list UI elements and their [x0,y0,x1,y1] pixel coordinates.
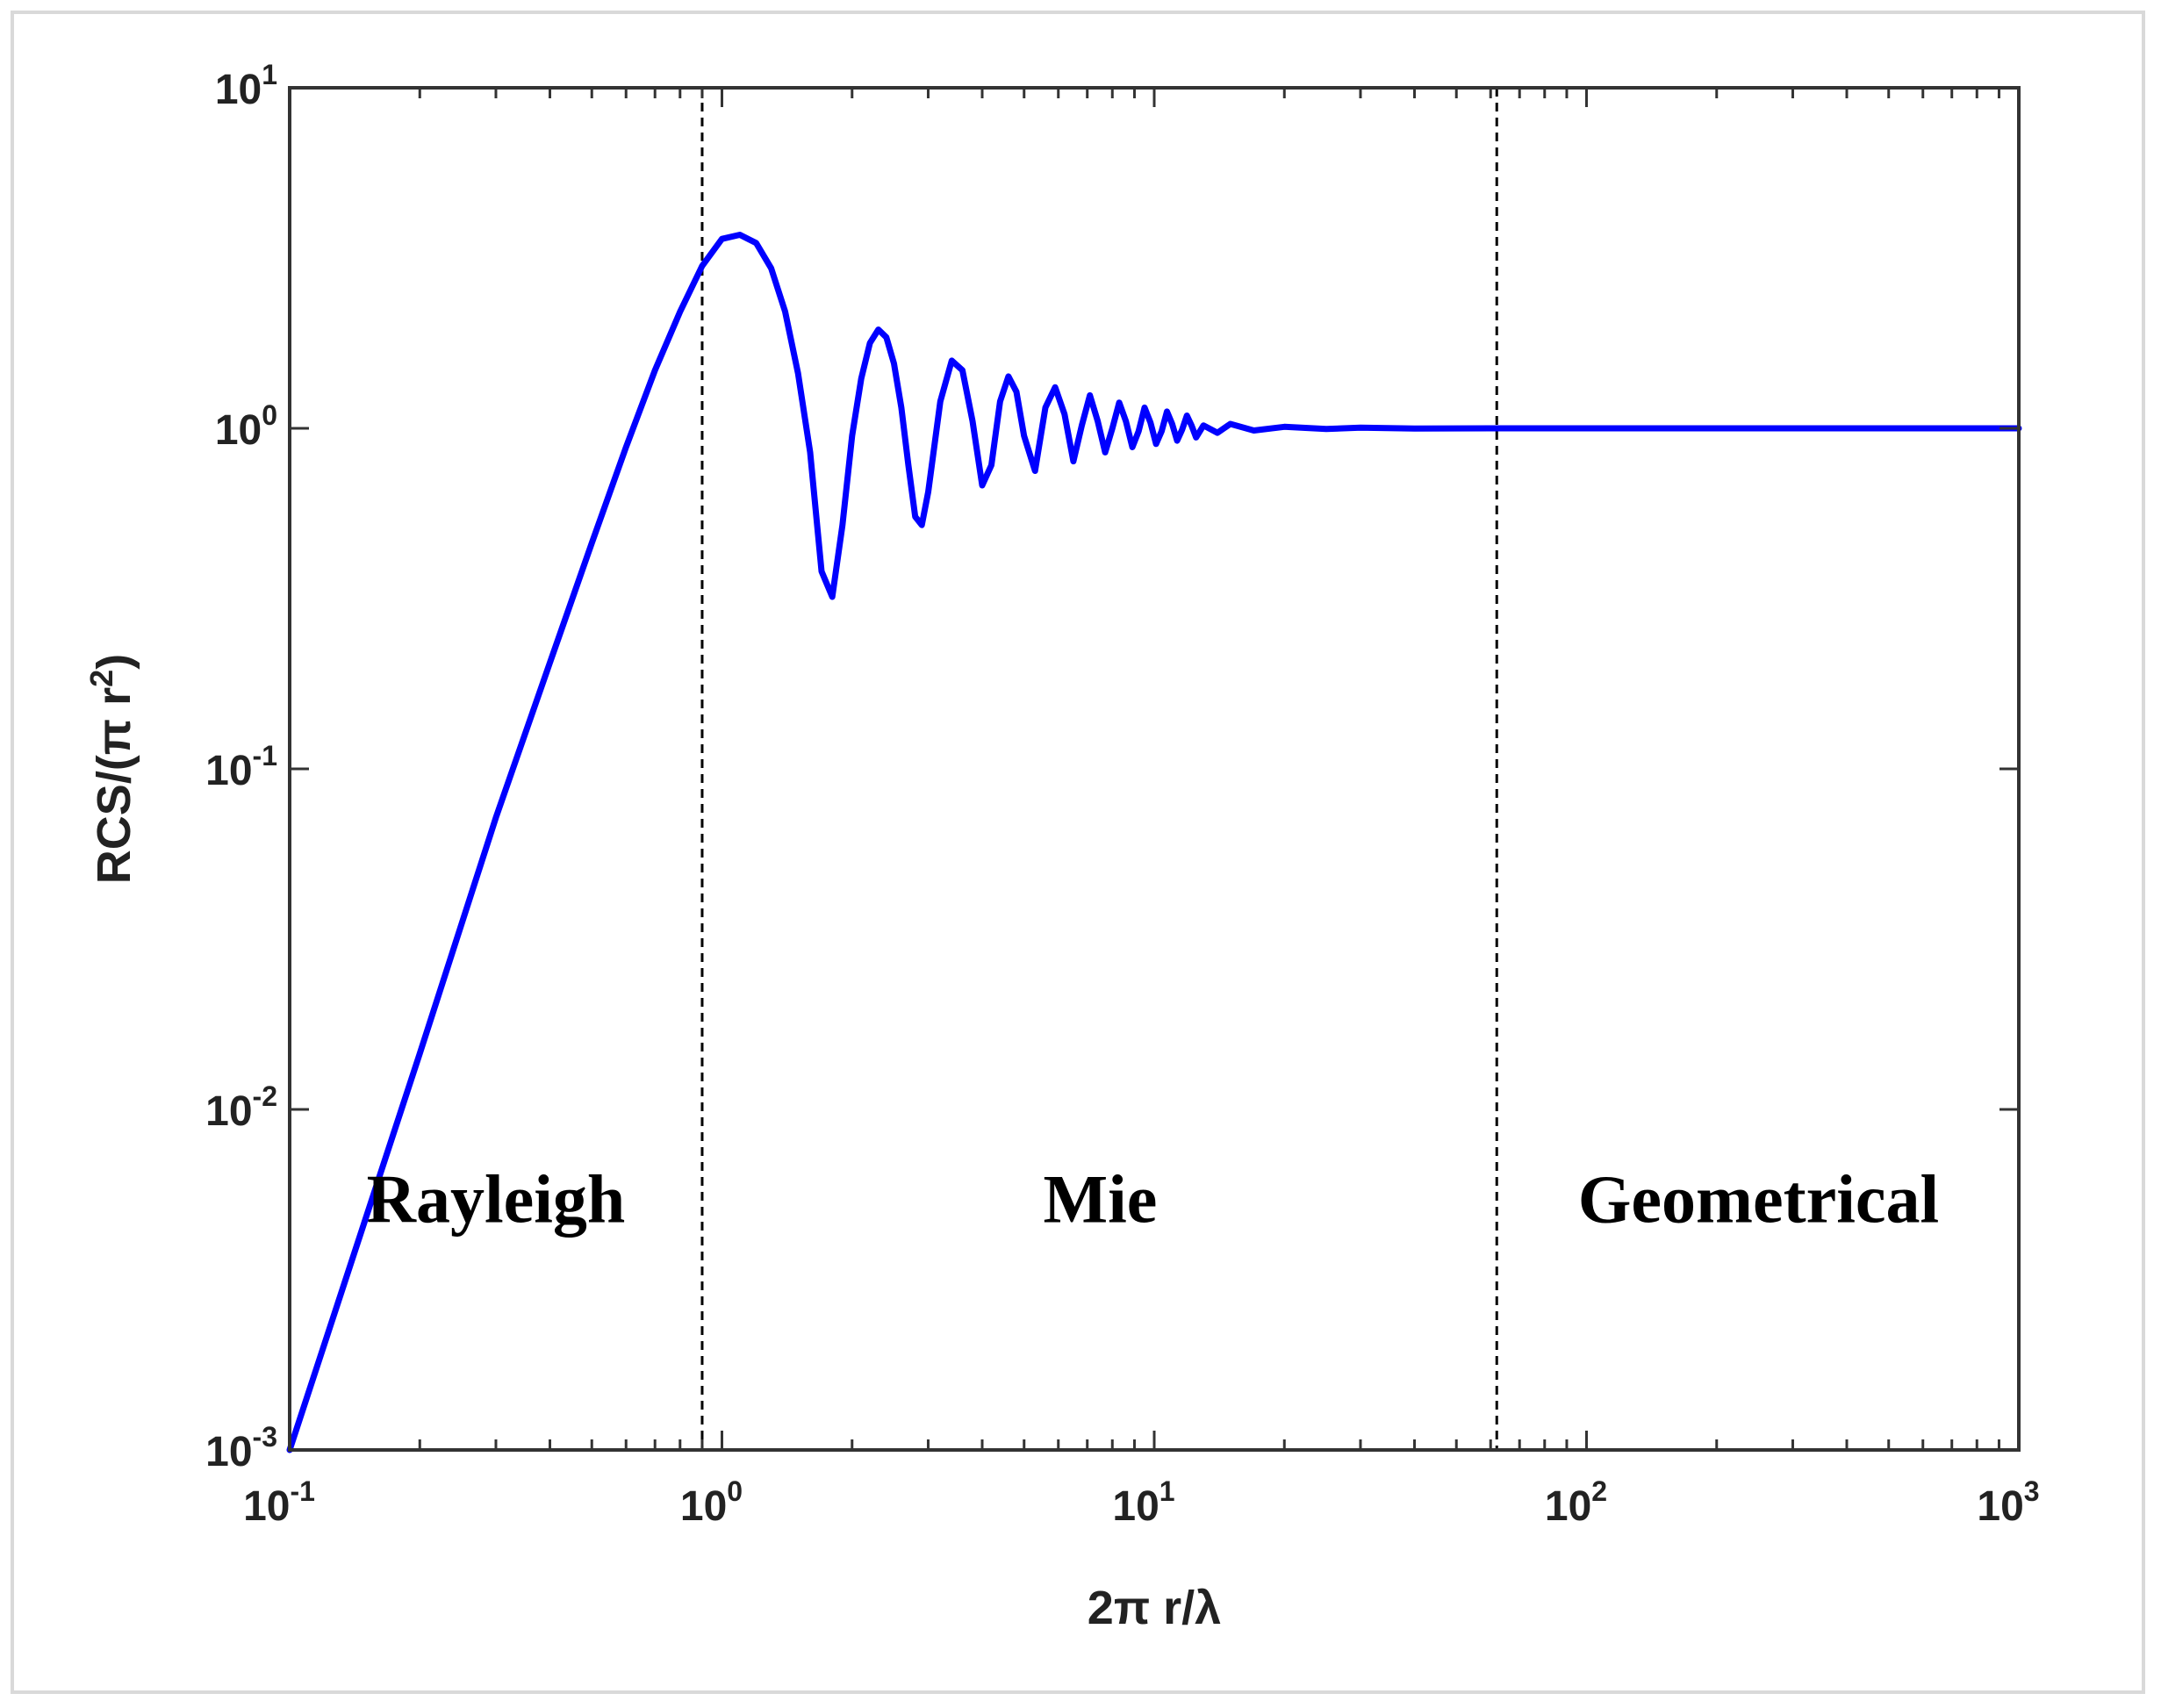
x-tick-label-exp: -1 [290,1475,314,1507]
region-label: Mie [1044,1161,1158,1238]
x-tick-label-base: 10 [680,1483,727,1530]
x-tick-labels: 10-1 100 101 102 103 [243,1475,2040,1530]
x-tick-label-exp: 3 [2024,1475,2040,1507]
region-dividers [700,88,1498,1450]
y-tick-label-exp: -1 [253,740,277,771]
y-tick-label-base: 10 [205,1429,252,1475]
region-label: Rayleigh [367,1161,626,1238]
x-tick-label: 10-1 [243,1475,315,1530]
y-axis-label-end: ) [88,654,140,670]
x-axis-label: 2π r/λ [1088,1582,1221,1634]
y-tick-label: 100 [215,399,277,454]
x-tick-label-base: 10 [1545,1483,1591,1530]
x-tick-label-exp: 0 [727,1475,743,1507]
x-tick-label-exp: 2 [1591,1475,1607,1507]
y-tick-label-base: 10 [215,407,262,454]
x-tick-label: 101 [1112,1475,1174,1530]
x-tick-label: 102 [1545,1475,1607,1530]
y-axis-label-sup: 2 [83,670,119,687]
y-tick-label-base: 10 [205,1088,252,1135]
region-label: Geometrical [1578,1161,1939,1238]
y-tick-label: 10-1 [205,740,277,794]
plot-area [290,88,2019,1450]
y-tick-label-exp: 1 [262,59,277,90]
series-layer [286,232,2022,1453]
y-tick-label-exp: -2 [253,1080,277,1112]
x-tick-label: 100 [680,1475,743,1530]
y-tick-label: 10-3 [205,1421,277,1475]
x-tick-label-base: 10 [1112,1483,1159,1530]
x-tick-label-base: 10 [243,1483,290,1530]
x-tick-label: 103 [1977,1475,2039,1530]
y-tick-label: 101 [215,59,277,113]
y-axis-label-main: RCS/(π r [88,687,140,884]
y-tick-label-base: 10 [205,748,252,794]
axis-ticks [288,86,2019,1452]
y-tick-label-base: 10 [215,67,262,113]
x-tick-label-exp: 1 [1159,1475,1175,1507]
series-line [286,232,2022,1453]
y-tick-label-exp: 0 [262,399,277,431]
y-tick-label: 10-2 [205,1080,277,1135]
region-labels: Rayleigh Mie Geometrical [367,1161,1940,1238]
x-tick-label-base: 10 [1977,1483,2023,1530]
y-axis-label: RCS/(π r2) [83,654,140,884]
y-tick-label-exp: -3 [253,1421,277,1453]
